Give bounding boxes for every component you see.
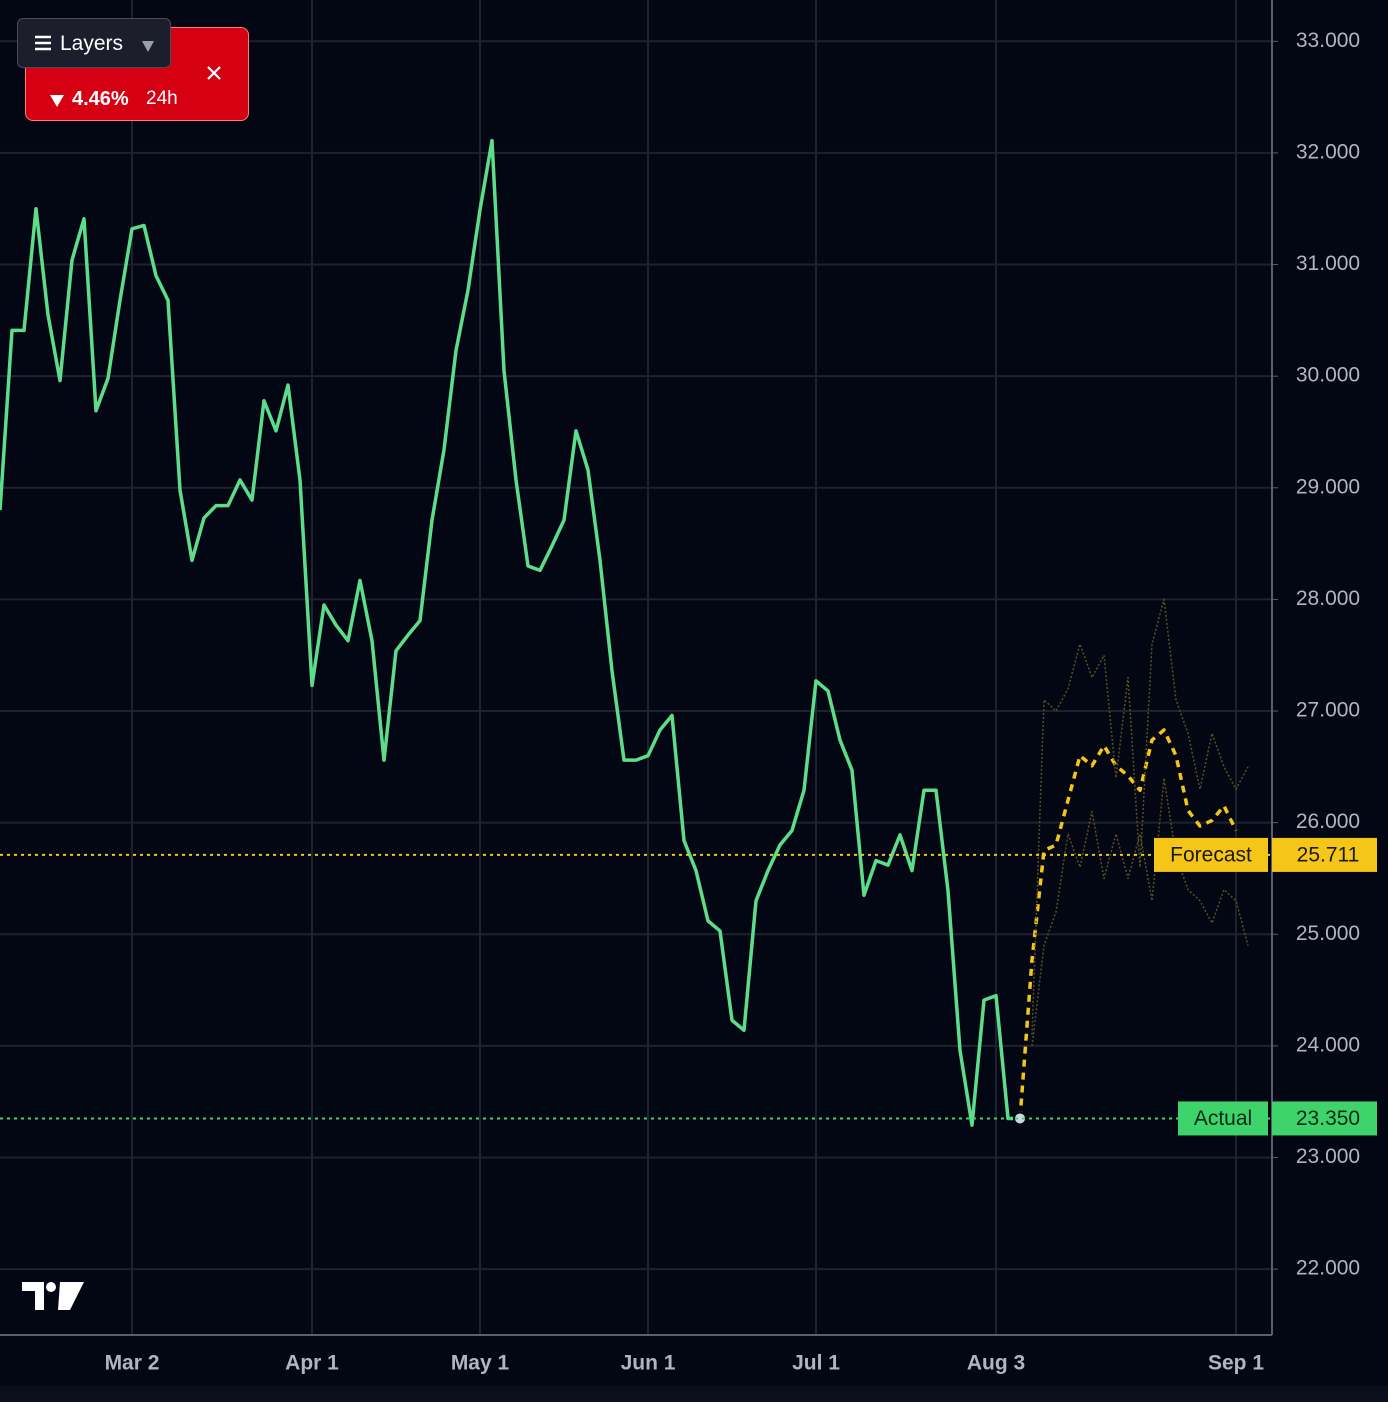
price-value-label: 25.711: [1297, 843, 1360, 866]
y-tick-label: 24.000: [1296, 1033, 1360, 1056]
close-button[interactable]: [205, 64, 225, 84]
layers-label: Layers: [60, 32, 124, 55]
price-label-name: Actual: [1194, 1107, 1252, 1130]
x-tick-label: Jun 1: [621, 1352, 676, 1375]
down-arrow: [50, 95, 64, 107]
price-value-bg: [1272, 1101, 1377, 1136]
y-tick-label: 33.000: [1296, 29, 1360, 52]
x-tick-label: Mar 2: [105, 1352, 160, 1375]
series-line: [1018, 728, 1238, 1119]
y-tick-label: 27.000: [1296, 699, 1360, 722]
period-text: 24h: [146, 88, 178, 109]
series-line: [0, 138, 1020, 1127]
layers-button[interactable]: Layers: [17, 18, 171, 68]
y-tick-label: 31.000: [1296, 252, 1360, 275]
x-tick-label: Aug 3: [967, 1352, 1025, 1375]
y-tick-label: 23.000: [1296, 1145, 1360, 1168]
y-tick-label: 28.000: [1296, 587, 1360, 610]
tv-logo: [22, 1282, 84, 1310]
end-marker: [1013, 1111, 1027, 1126]
price-label-name: Forecast: [1170, 843, 1252, 866]
footer-strip: [0, 1386, 1388, 1402]
y-tick-label: 22.000: [1296, 1257, 1360, 1280]
y-tick-label: 26.000: [1296, 810, 1360, 833]
price-label-bg: [1178, 1101, 1268, 1136]
x-tick-label: May 1: [451, 1352, 510, 1375]
price-value-bg: [1272, 837, 1377, 872]
y-tick-label: 32.000: [1296, 140, 1360, 163]
y-tick-label: 29.000: [1296, 475, 1360, 498]
y-tick-label: 25.000: [1296, 922, 1360, 945]
change-text: 4.46%: [72, 88, 129, 110]
y-tick-label: 30.000: [1296, 364, 1360, 387]
band-line: [1031, 598, 1249, 1035]
x-tick-label: Jul 1: [792, 1352, 840, 1375]
x-tick-label: Apr 1: [285, 1352, 339, 1375]
price-label-bg: [1154, 837, 1268, 872]
menu-icon: [35, 35, 51, 51]
x-tick-label: Sep 1: [1208, 1352, 1264, 1375]
dropdown-caret: [142, 41, 154, 52]
price-value-label: 23.350: [1296, 1107, 1360, 1130]
